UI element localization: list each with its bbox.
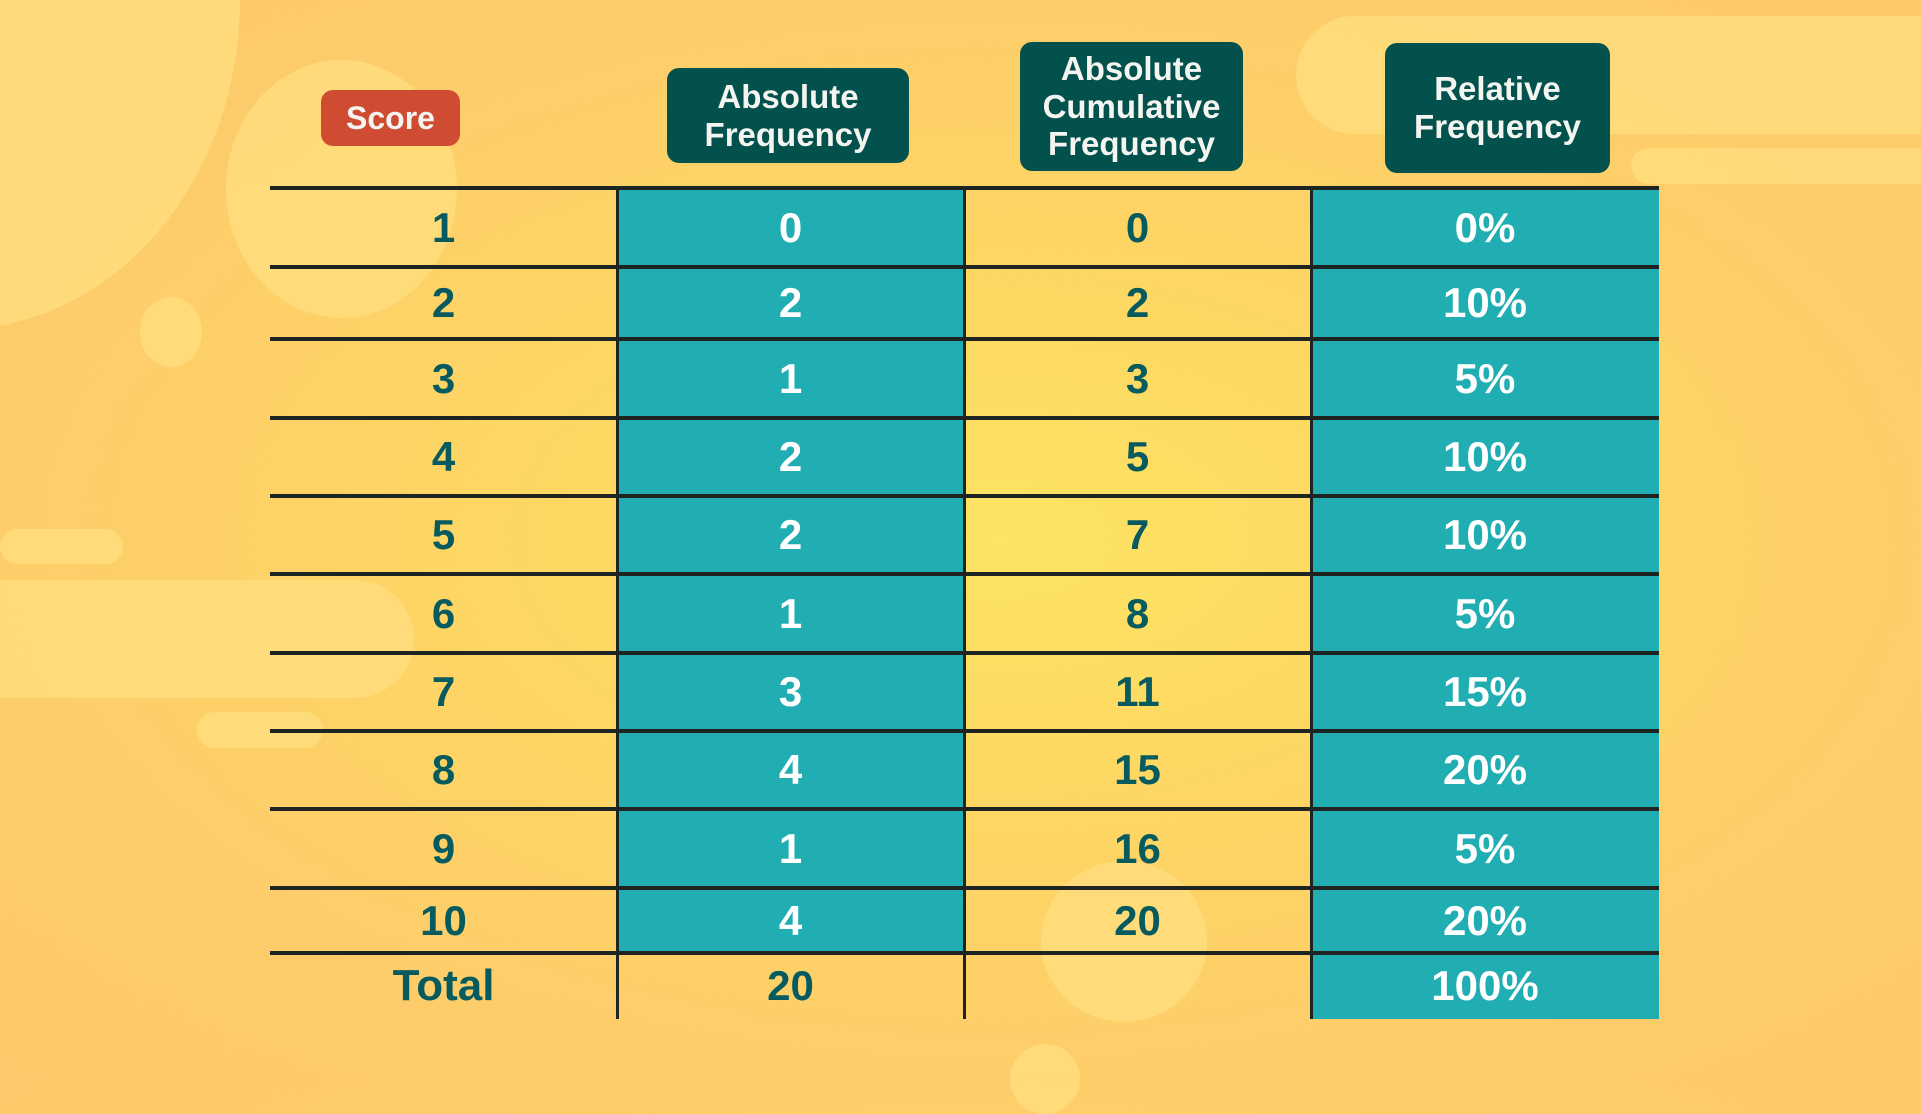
relative-frequency-cell: 5% <box>1311 574 1659 653</box>
absolute-frequency-cell: 3 <box>617 653 964 731</box>
relative-frequency-cell: 10% <box>1311 267 1659 339</box>
cumulative-frequency-cell: 3 <box>1125 354 1150 402</box>
score-cell: 10 <box>420 896 467 944</box>
relative-frequency-cell: 20% <box>1311 731 1659 809</box>
score-cell: 3 <box>431 354 456 402</box>
absolute-frequency-cell: 2 <box>617 418 964 496</box>
score-cell: 4 <box>431 433 456 480</box>
cumulative-frequency-cell: 16 <box>1114 824 1161 872</box>
score-cell: 8 <box>431 746 456 793</box>
bg-pill-left-2 <box>0 580 414 698</box>
bg-pill-left-1 <box>0 529 123 564</box>
relative-frequency-cell: 20% <box>1311 888 1659 953</box>
relative-frequency-cell: 5% <box>1311 339 1659 418</box>
cumulative-frequency-cell: 8 <box>1125 589 1150 637</box>
cumulative-frequency-cell: 15 <box>1114 746 1161 793</box>
bg-semicircle-bottom <box>1010 1044 1080 1114</box>
absolute-frequency-cell: 1 <box>617 339 964 418</box>
absolute-frequency-cell: 1 <box>617 574 964 653</box>
relative-frequency-cell: 15% <box>1311 653 1659 731</box>
relative-frequency-cell: 10% <box>1311 496 1659 574</box>
header-absolute-frequency: Absolute Frequency <box>667 68 909 163</box>
absolute-frequency-cell: 2 <box>617 496 964 574</box>
score-cell: 5 <box>431 511 456 558</box>
total-score-cell: Total <box>392 961 495 1010</box>
relative-frequency-cell: 0% <box>1311 188 1659 267</box>
total-relative-frequency-cell: 100% <box>1311 953 1659 1019</box>
bg-pill-right-2 <box>1631 148 1921 184</box>
cumulative-frequency-cell: 20 <box>1114 896 1161 944</box>
absolute-frequency-cell: 4 <box>617 888 964 953</box>
absolute-frequency-cell: 0 <box>617 188 964 267</box>
relative-frequency-cell: 10% <box>1311 418 1659 496</box>
total-cumulative-frequency-cell <box>964 953 1311 1019</box>
column-divider <box>963 188 966 1019</box>
cumulative-frequency-cell: 5 <box>1125 433 1150 480</box>
score-cell: 7 <box>431 668 456 715</box>
cumulative-frequency-cell: 11 <box>1115 668 1160 715</box>
score-cell: 2 <box>431 279 456 326</box>
score-cell: 1 <box>431 203 456 251</box>
absolute-frequency-cell: 2 <box>617 267 964 339</box>
cumulative-frequency-cell: 7 <box>1125 511 1150 558</box>
header-score: Score <box>321 90 460 146</box>
score-cell: 9 <box>431 824 456 872</box>
total-absolute-frequency-cell: 20 <box>767 962 814 1009</box>
cumulative-frequency-cell: 0 <box>1125 203 1150 251</box>
absolute-frequency-cell: 1 <box>617 809 964 888</box>
header-absolute-cumulative-frequency: Absolute Cumulative Frequency <box>1020 42 1243 171</box>
score-cell: 6 <box>431 589 456 637</box>
column-divider <box>616 188 619 1019</box>
column-divider <box>1310 188 1313 1019</box>
bg-large-circle <box>0 0 240 330</box>
relative-frequency-cell: 5% <box>1311 809 1659 888</box>
absolute-frequency-cell: 4 <box>617 731 964 809</box>
cumulative-frequency-cell: 2 <box>1125 279 1150 326</box>
bg-small-dot <box>140 297 202 367</box>
header-relative-frequency: Relative Frequency <box>1385 43 1610 173</box>
